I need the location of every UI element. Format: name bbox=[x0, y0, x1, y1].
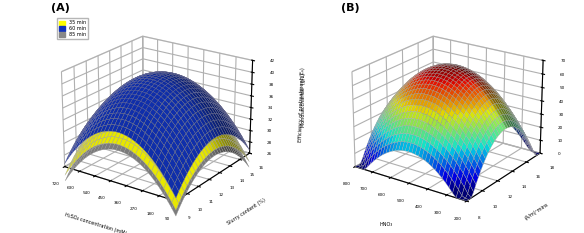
Text: Monosaccharide  (g/L): Monosaccharide (g/L) bbox=[301, 73, 306, 127]
X-axis label: H₂SO₄ concentration (mM): H₂SO₄ concentration (mM) bbox=[64, 212, 127, 233]
Legend: 35 min, 60 min, 85 min: 35 min, 60 min, 85 min bbox=[57, 18, 88, 39]
Y-axis label: Slurry content (%): Slurry content (%) bbox=[227, 197, 267, 226]
Text: (B): (B) bbox=[341, 3, 360, 13]
Y-axis label: (A/m)²mins: (A/m)²mins bbox=[524, 202, 550, 221]
Text: (A): (A) bbox=[51, 3, 69, 13]
X-axis label: HNO₃: HNO₃ bbox=[379, 222, 392, 226]
